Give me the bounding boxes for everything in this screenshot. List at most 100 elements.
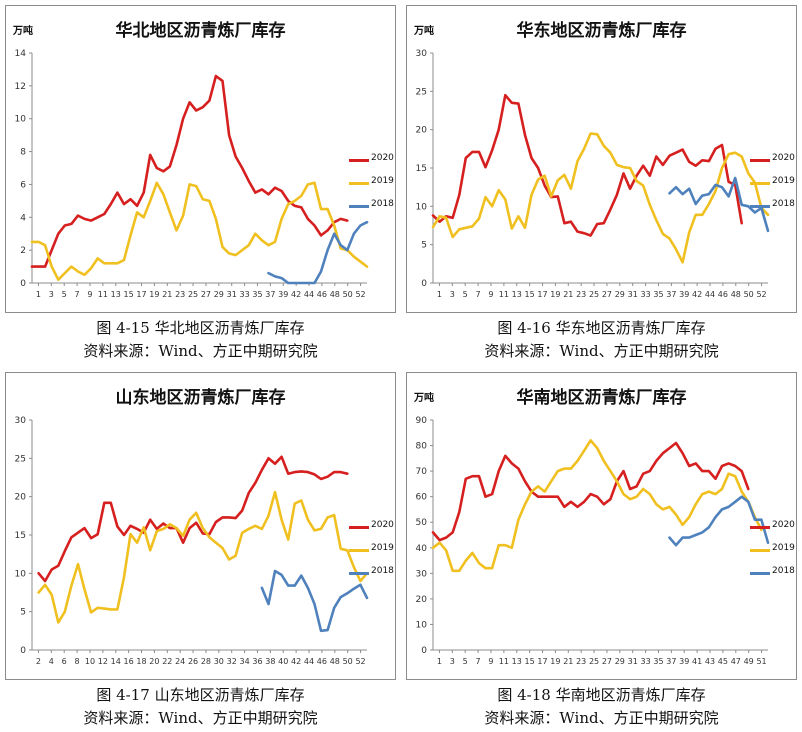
x-tick-label: 46: [317, 657, 327, 666]
x-tick-label: 2: [36, 657, 41, 666]
x-tick-label: 52: [355, 290, 365, 299]
x-tick-label: 29: [214, 290, 224, 299]
x-tick-label: 11: [499, 657, 509, 666]
legend-swatch: [349, 572, 369, 575]
x-tick-label: 46: [317, 290, 327, 299]
legend-item-2019: 2019: [750, 542, 796, 565]
legend-swatch: [349, 159, 369, 162]
legend-item-2018: 2018: [349, 198, 395, 221]
x-tick-label: 50: [744, 290, 754, 299]
x-tick-label: 23: [175, 290, 185, 299]
y-tick-label: 5: [421, 241, 427, 251]
x-tick-label: 25: [589, 657, 599, 666]
x-tick-label: 44: [304, 290, 314, 299]
x-tick-label: 11: [499, 290, 509, 299]
legend-label: 2018: [772, 566, 795, 576]
legend-item-2018: 2018: [349, 565, 395, 588]
legend-swatch: [750, 159, 770, 162]
chart-title: 华南地区沥青炼厂库存: [516, 388, 687, 408]
x-tick-label: 18: [136, 657, 146, 666]
figure-caption: 图 4-17 山东地区沥青炼厂库存: [96, 686, 305, 704]
x-tick-label: 17: [537, 290, 547, 299]
chart-area: 0 10 20 30 40 50 60 70 80 90 1 3 5 7 9 11 13 15 17 19 21 23 25…: [406, 372, 797, 680]
x-tick-label: 50: [343, 290, 353, 299]
legend-label: 2020: [772, 520, 795, 530]
legend-item-2020: 2020: [750, 152, 796, 175]
x-tick-label: 7: [75, 290, 80, 299]
legend-item-2019: 2019: [750, 175, 796, 198]
x-tick-label: 23: [576, 657, 586, 666]
legend: 2020 2019 2018: [750, 152, 796, 221]
series-line-2018: [267, 220, 369, 285]
chart-title: 华北地区沥青炼厂库存: [115, 21, 286, 41]
figure-caption: 图 4-15 华北地区沥青炼厂库存: [96, 319, 305, 337]
y-tick-label: 25: [15, 454, 26, 464]
y-tick-label: 30: [416, 569, 428, 579]
legend-label: 2020: [371, 153, 394, 163]
y-tick-label: 10: [416, 620, 428, 630]
x-tick-label: 33: [641, 290, 651, 299]
x-tick-label: 35: [653, 290, 663, 299]
series-line-2018: [260, 569, 369, 633]
x-tick-label: 6: [62, 657, 67, 666]
y-tick-label: 20: [416, 126, 428, 136]
series-line-2020: [30, 74, 349, 268]
x-tick-label: 30: [214, 657, 224, 666]
series-line-2019: [431, 132, 770, 264]
x-tick-label: 34: [240, 657, 250, 666]
series-line-2020: [431, 441, 750, 542]
x-tick-label: 44: [304, 657, 314, 666]
x-tick-label: 22: [162, 657, 172, 666]
x-tick-label: 15: [525, 657, 535, 666]
y-tick-label: 0: [20, 279, 26, 289]
legend: 2020 2019 2018: [750, 519, 796, 588]
x-tick-label: 27: [602, 290, 612, 299]
chart-area: 0 2 4 6 8 10 12 14 1 3 5 7 9 11 13 15 17 19 21 23 25 27 29 31 33…: [5, 5, 396, 313]
legend-swatch: [349, 526, 369, 529]
x-tick-label: 36: [252, 657, 262, 666]
x-tick-label: 7: [476, 657, 481, 666]
x-tick-label: 35: [653, 657, 663, 666]
x-tick-label: 48: [330, 657, 340, 666]
legend-item-2020: 2020: [750, 519, 796, 542]
x-tick-label: 8: [75, 657, 80, 666]
x-tick-label: 39: [679, 657, 689, 666]
x-tick-label: 48: [731, 290, 741, 299]
legend-item-2020: 2020: [349, 519, 395, 542]
legend-label: 2019: [772, 543, 795, 553]
y-tick-label: 2: [20, 246, 26, 256]
chart-area: 0 5 10 15 20 25 30 1 3 5 7 9 11 13 15 17 19 21 23 25 27 29 31 3…: [406, 5, 797, 313]
x-tick-label: 5: [463, 657, 468, 666]
figure-source: 资料来源：Wind、方正中期研究院: [83, 342, 318, 360]
x-tick-label: 33: [641, 657, 651, 666]
y-tick-label: 8: [20, 148, 26, 158]
series-line-2019: [37, 490, 369, 624]
x-tick-label: 1: [36, 290, 41, 299]
y-tick-label: 5: [20, 608, 26, 618]
x-tick-label: 42: [291, 657, 301, 666]
y-tick-label: 10: [416, 202, 428, 212]
legend-item-2018: 2018: [750, 565, 796, 588]
x-tick-label: 44: [705, 290, 715, 299]
x-tick-label: 39: [278, 290, 288, 299]
y-tick-label: 12: [15, 82, 26, 92]
x-tick-label: 33: [240, 290, 250, 299]
figure-caption: 图 4-16 华东地区沥青炼厂库存: [497, 319, 706, 337]
legend-item-2019: 2019: [349, 175, 395, 198]
y-tick-label: 15: [15, 531, 26, 541]
y-tick-label: 10: [15, 569, 27, 579]
series-line-2018: [668, 495, 770, 547]
y-tick-label: 40: [416, 544, 428, 554]
x-tick-label: 13: [512, 657, 522, 666]
x-tick-label: 12: [98, 657, 108, 666]
x-tick-label: 21: [563, 290, 573, 299]
legend-label: 2018: [772, 199, 795, 209]
legend-label: 2020: [371, 520, 394, 530]
x-tick-label: 9: [87, 290, 92, 299]
x-tick-label: 31: [628, 290, 638, 299]
x-tick-label: 10: [85, 657, 95, 666]
legend-label: 2019: [772, 176, 795, 186]
